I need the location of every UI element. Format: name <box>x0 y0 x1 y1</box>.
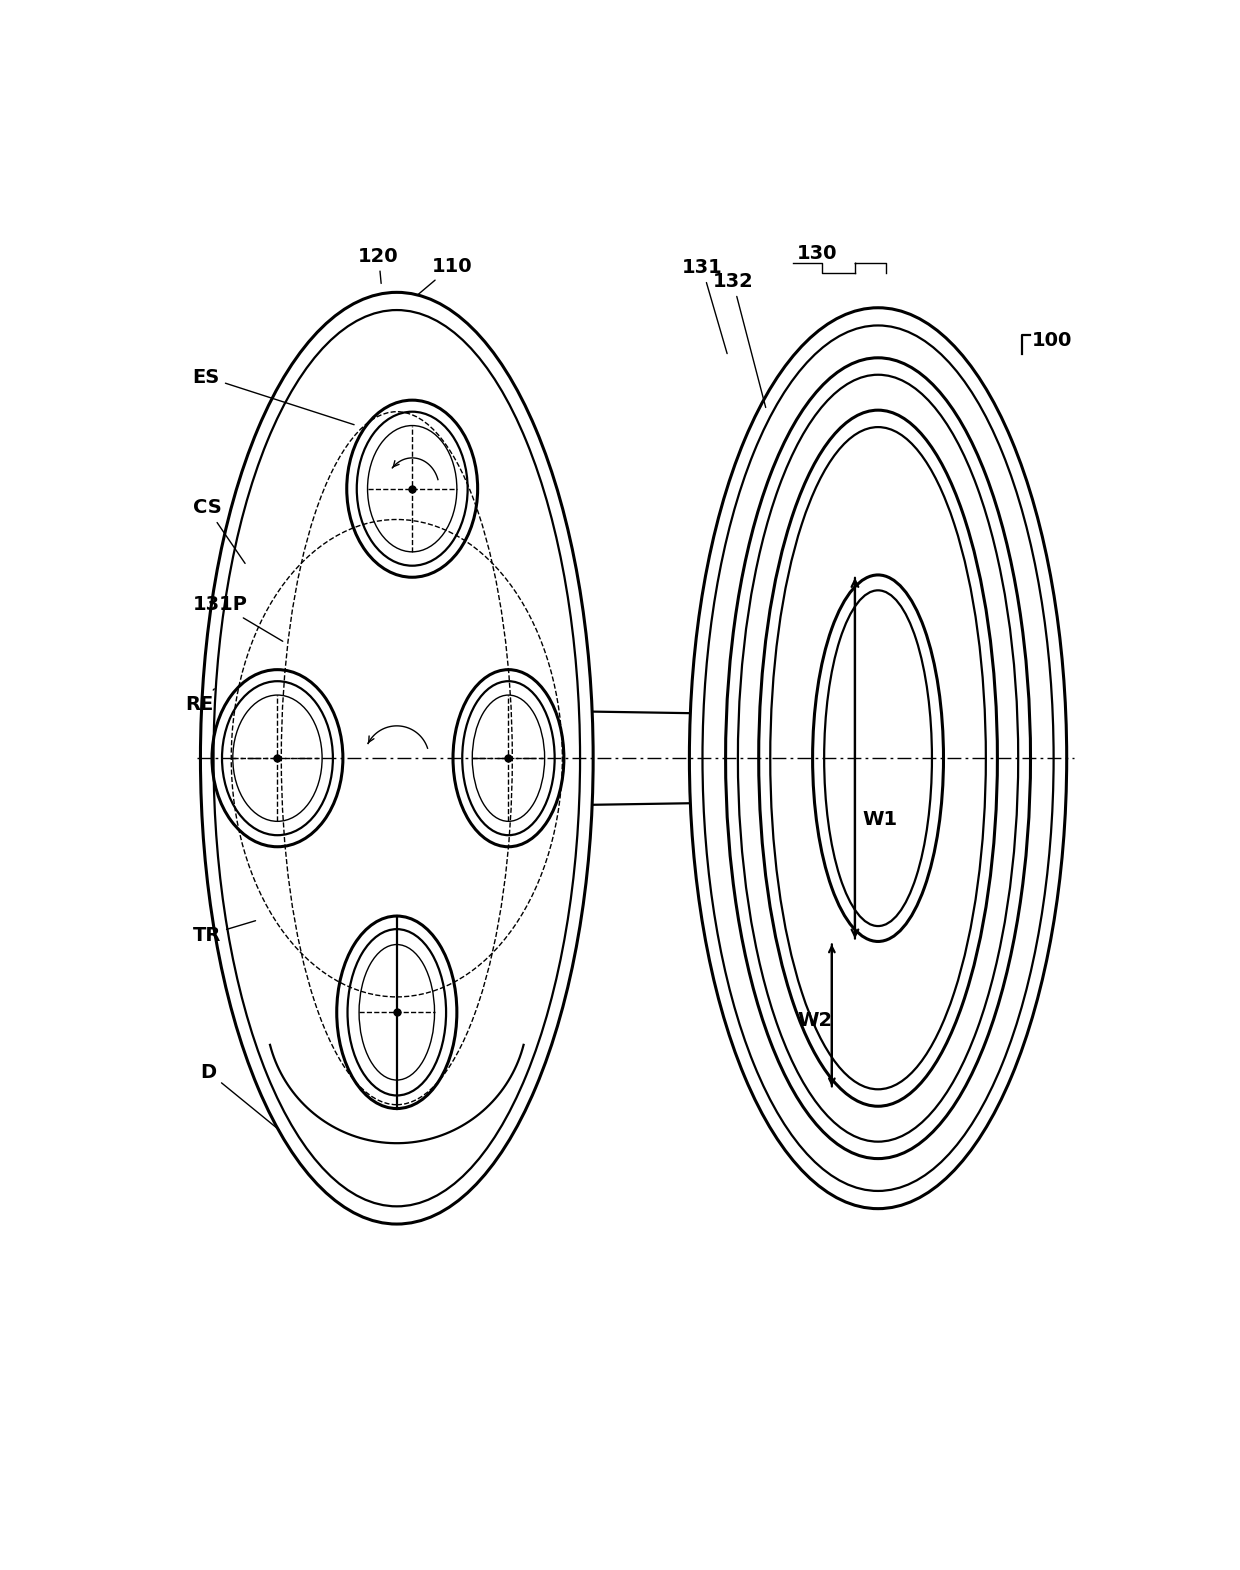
Text: 131: 131 <box>682 257 727 353</box>
Text: RE: RE <box>185 689 215 714</box>
Text: 131P: 131P <box>192 595 283 641</box>
Text: TR: TR <box>192 920 255 945</box>
Text: W1: W1 <box>863 810 898 829</box>
Text: 130: 130 <box>797 245 838 264</box>
Text: W2: W2 <box>797 1011 832 1030</box>
Text: CS: CS <box>192 498 246 564</box>
Text: D: D <box>201 1063 279 1130</box>
Text: 120: 120 <box>358 246 399 284</box>
Text: ES: ES <box>192 367 355 425</box>
Text: 100: 100 <box>1032 331 1073 350</box>
Text: 132: 132 <box>713 272 765 408</box>
Text: 110: 110 <box>418 256 472 295</box>
